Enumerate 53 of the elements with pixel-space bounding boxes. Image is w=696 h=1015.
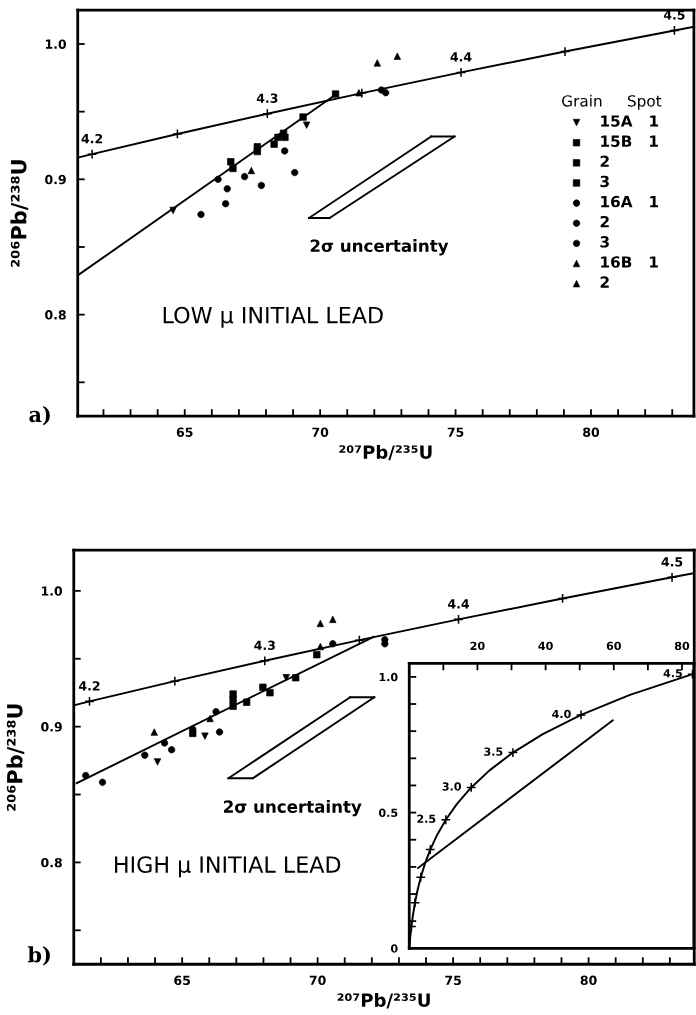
- annotation: 3.5: [484, 747, 503, 756]
- legend-label: 3: [600, 236, 609, 248]
- annotation: 4.0: [552, 709, 571, 719]
- y-tick-label: 1.0: [45, 39, 67, 49]
- legend-label: 15A 1: [601, 115, 659, 127]
- y-tick-label: 0.5: [378, 808, 398, 817]
- annotation: HIGH μ INITIAL LEAD: [115, 856, 341, 878]
- legend-title: Grain Spot: [562, 94, 662, 110]
- legend-label: 2: [600, 215, 609, 228]
- annotation: 4.4: [448, 599, 470, 609]
- legend-label: 15B 1: [601, 135, 658, 147]
- annotation: 4.3: [254, 640, 275, 651]
- y-tick-label: 0.9: [45, 174, 66, 185]
- x-tick-label: 60: [606, 641, 621, 651]
- x-tick-label: 65: [176, 427, 193, 437]
- x-tick-label: 20: [470, 641, 485, 651]
- y-axis-title: ²⁰⁶Pb/²³⁸U: [10, 160, 29, 267]
- x-tick-label: 70: [312, 427, 329, 437]
- text: a): [29, 406, 50, 426]
- annotation: 3.0: [442, 782, 462, 791]
- annotation: 2.5: [417, 814, 436, 823]
- annotation: 2σ uncertainty: [310, 239, 449, 256]
- annotation: 2σ uncertainty: [224, 800, 362, 817]
- y-tick-label: 0.8: [41, 857, 62, 868]
- x-tick-label: 80: [580, 975, 597, 986]
- y-tick-label: 0: [390, 944, 398, 953]
- x-axis-title: ²⁰⁷Pb/²³⁵U: [337, 993, 430, 1009]
- legend-label: 2: [600, 155, 609, 167]
- y-axis-title: ²⁰⁶Pb/²³⁸U: [6, 704, 25, 811]
- text: b): [27, 946, 50, 966]
- annotation: 4.2: [81, 133, 103, 144]
- x-tick-label: 70: [309, 975, 326, 986]
- y-tick-label: 1.0: [379, 672, 398, 682]
- legend-label: 3: [600, 175, 609, 188]
- x-tick-label: 40: [538, 641, 553, 651]
- y-tick-label: 0.9: [41, 722, 62, 732]
- x-tick-label: 75: [445, 975, 461, 986]
- annotation: 4.5: [663, 669, 682, 678]
- annotation: 4.3: [256, 93, 278, 103]
- x-tick-label: 75: [447, 427, 464, 437]
- y-tick-label: 0.8: [45, 310, 66, 320]
- x-tick-label: 80: [674, 641, 690, 651]
- legend-label: 16A 1: [601, 195, 659, 208]
- y-tick-label: 1.0: [41, 586, 63, 596]
- x-axis-title: ²⁰⁷Pb/²³⁵U: [339, 444, 432, 461]
- x-tick-label: 80: [583, 427, 600, 437]
- annotation: 4.4: [450, 52, 472, 62]
- annotation: LOW μ INITIAL LEAD: [163, 306, 383, 328]
- legend-label: 16B 1: [601, 256, 658, 268]
- annotation: 4.5: [661, 557, 683, 567]
- x-tick-label: 65: [174, 975, 190, 986]
- legend-label: 2: [600, 276, 609, 288]
- annotation: 4.2: [78, 681, 100, 691]
